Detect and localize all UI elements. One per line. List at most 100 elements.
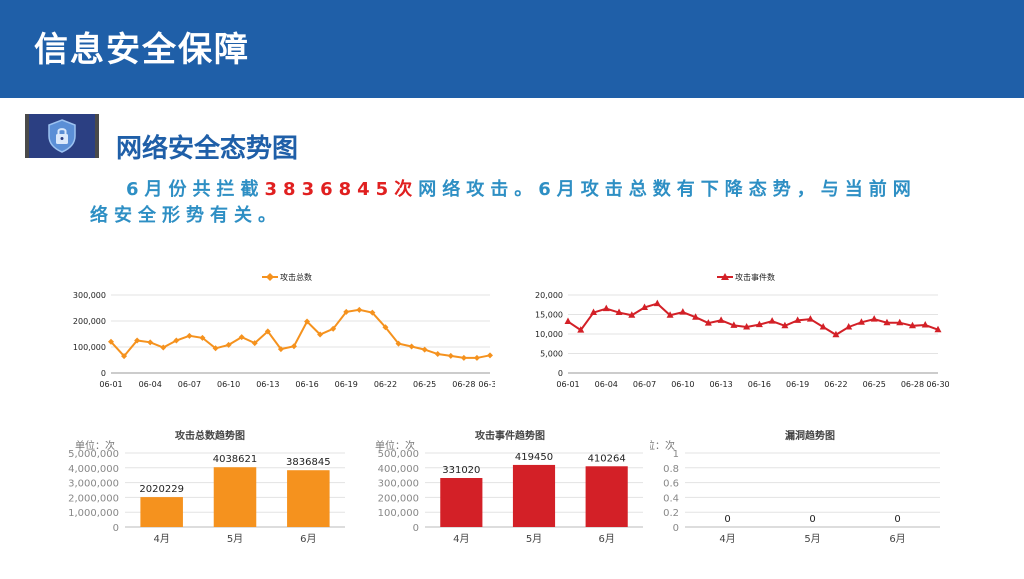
data-point <box>666 311 674 318</box>
summary-highlight: 3836845次 <box>264 179 419 200</box>
x-category-label: 5月 <box>804 533 820 545</box>
data-point <box>845 322 853 330</box>
x-tick-label: 06-07 <box>178 380 201 389</box>
data-label: 4038621 <box>213 454 258 465</box>
attack-total-bar-chart: 攻击总数趋势图 单位：次 0 1,000,000 2,000,000 3,000,000 4… <box>55 425 345 575</box>
y-tick-label: 0.2 <box>663 508 679 519</box>
data-point <box>251 340 258 347</box>
vulnerability-bar-chart: 漏洞趋势图单位：次 0 0.2 0.4 0.6 0.8 1 0 4月 0 5月 0 6月 <box>635 425 950 575</box>
x-tick-label: 06-16 <box>748 380 771 389</box>
x-tick-label: 06-30 <box>926 380 949 389</box>
y-tick-label: 500,000 <box>378 449 419 460</box>
summary-text: 6月份共拦截3836845次网络攻击。6月攻击总数有下降态势，与当前网络安全形势… <box>90 177 930 229</box>
data-label: 410264 <box>588 453 626 464</box>
data-point <box>434 351 441 358</box>
data-point <box>819 322 827 330</box>
data-point <box>290 343 297 350</box>
series-line <box>110 308 491 359</box>
x-category-label: 5月 <box>526 533 542 545</box>
data-point <box>679 308 687 315</box>
data-point <box>641 303 649 310</box>
y-tick-label: 0 <box>558 369 563 378</box>
data-point <box>160 344 167 351</box>
data-point <box>883 318 891 326</box>
chart-title: 攻击总数趋势图 <box>175 429 245 442</box>
x-tick-label: 06-13 <box>256 380 279 389</box>
data-point <box>460 354 467 361</box>
y-tick-label: 0.4 <box>663 493 679 504</box>
data-point <box>304 318 311 325</box>
y-tick-label: 100,000 <box>378 508 419 519</box>
data-label: 419450 <box>515 452 553 463</box>
y-tick-label: 0.8 <box>663 464 679 475</box>
y-tick-label: 3,000,000 <box>68 479 119 490</box>
data-label: 0 <box>894 514 900 525</box>
x-tick-label: 06-07 <box>633 380 656 389</box>
y-tick-label: 5,000,000 <box>68 449 119 460</box>
data-point <box>704 319 712 326</box>
bar <box>440 478 483 527</box>
data-point <box>343 308 350 315</box>
data-point <box>382 324 389 331</box>
data-point <box>421 346 428 353</box>
y-tick-label: 0 <box>101 369 106 378</box>
attack-total-line-chart: 0 100,000 200,000 300,000 06-01 06-04 06-07 06-… <box>70 262 502 400</box>
data-point <box>564 317 572 325</box>
x-category-label: 6月 <box>598 533 614 545</box>
page-title: 信息安全保障 <box>34 30 250 70</box>
series-line <box>567 302 939 336</box>
x-tick-label: 06-13 <box>709 380 732 389</box>
data-label: 0 <box>809 514 815 525</box>
x-tick-label: 06-04 <box>139 380 162 389</box>
bar <box>213 467 257 527</box>
bar <box>140 497 183 527</box>
x-tick-label: 06-10 <box>671 380 694 389</box>
data-label: 2020229 <box>139 484 184 495</box>
x-tick-label: 06-10 <box>217 380 240 389</box>
data-point <box>147 339 154 346</box>
data-point <box>717 316 725 323</box>
data-point <box>806 315 814 322</box>
data-point <box>317 331 324 338</box>
unit-label: 单位：次 <box>75 439 115 452</box>
y-tick-label: 0 <box>113 523 119 534</box>
data-point <box>473 354 480 361</box>
data-point <box>186 332 193 339</box>
data-point <box>356 306 363 313</box>
data-point <box>369 309 376 316</box>
x-category-label: 6月 <box>889 533 905 545</box>
x-tick-label: 06-25 <box>863 380 886 389</box>
data-point <box>921 321 929 328</box>
data-point <box>768 317 776 324</box>
x-category-label: 4月 <box>153 533 169 545</box>
bar <box>512 464 556 527</box>
summary-part1: 6月份共拦截 <box>126 179 265 200</box>
legend-label: 攻击总数 <box>280 272 312 282</box>
unit-label: 单位：次 <box>375 439 415 452</box>
data-point <box>225 341 232 348</box>
data-point <box>908 321 916 329</box>
y-tick-label: 200,000 <box>73 317 106 326</box>
x-category-label: 6月 <box>300 533 316 545</box>
data-point <box>628 311 636 318</box>
data-point <box>264 328 271 335</box>
data-point <box>896 318 904 326</box>
legend-label: 攻击事件数 <box>735 272 775 282</box>
shield-lock-icon <box>25 114 99 158</box>
data-point <box>743 322 751 330</box>
data-point <box>134 337 141 344</box>
attack-event-bar-chart: 攻击事件趋势图 单位：次 0 100,000 200,000 300,000 400,000… <box>355 425 645 575</box>
data-point <box>447 352 454 359</box>
data-point <box>212 345 219 352</box>
y-tick-label: 100,000 <box>73 343 106 352</box>
unit-label: 单位：次 <box>650 439 675 452</box>
y-tick-label: 5,000 <box>540 350 563 359</box>
data-point <box>173 337 180 344</box>
x-tick-label: 06-30 <box>478 380 495 389</box>
y-tick-label: 15,000 <box>535 311 563 320</box>
data-point <box>238 334 245 341</box>
y-tick-label: 0.6 <box>663 479 679 490</box>
x-category-label: 5月 <box>227 533 243 545</box>
data-point <box>794 316 802 323</box>
x-tick-label: 06-19 <box>335 380 358 389</box>
